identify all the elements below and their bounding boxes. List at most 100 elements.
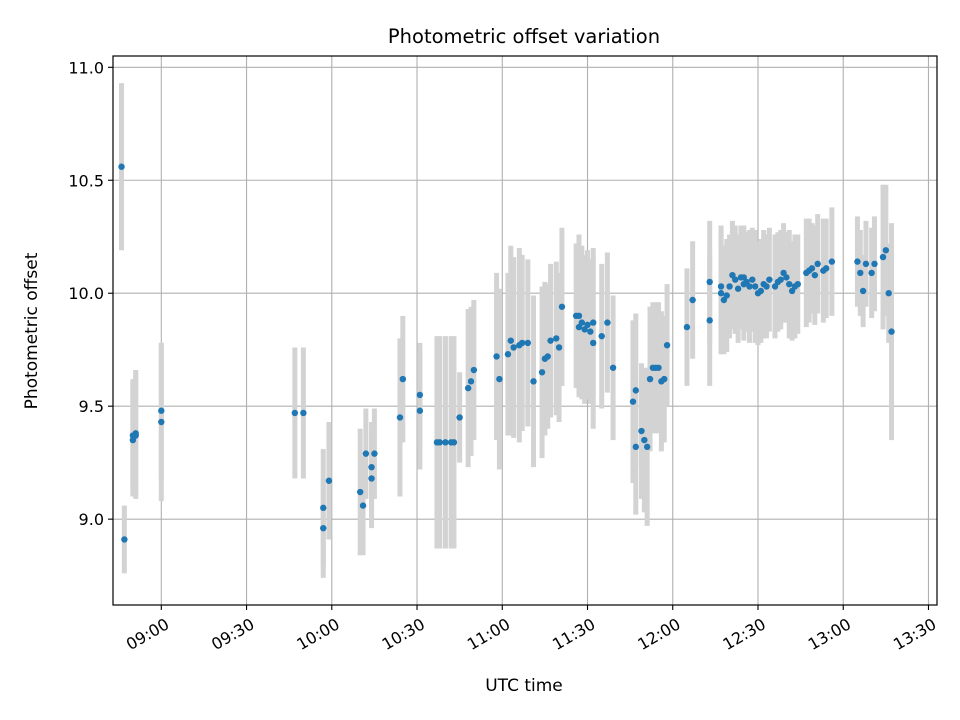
data-point	[538, 369, 546, 376]
data-point	[814, 260, 821, 268]
x-tick-label: 13:00	[805, 614, 854, 654]
data-point	[547, 337, 554, 344]
data-point	[794, 280, 801, 288]
data-point	[663, 341, 671, 349]
grid-lines	[113, 56, 937, 605]
data-point	[530, 378, 537, 385]
data-point	[118, 163, 125, 170]
x-tick-label: 09:30	[208, 614, 257, 654]
data-point	[828, 258, 836, 265]
data-point	[717, 283, 725, 290]
data-point	[396, 414, 404, 421]
x-tick-label: 10:30	[379, 614, 428, 654]
data-point	[584, 321, 591, 329]
data-point	[717, 290, 725, 297]
y-tick-label: 10.5	[68, 171, 104, 190]
y-axis-ticks: 9.0 9.5 10.0 10.5 11.0	[68, 58, 113, 529]
data-point	[300, 409, 307, 417]
data-point	[598, 332, 605, 340]
data-point	[544, 353, 551, 360]
data-point	[655, 364, 662, 371]
data-point	[706, 278, 713, 286]
data-point	[854, 258, 861, 265]
data-point	[578, 319, 586, 326]
data-point	[646, 375, 654, 383]
x-tick-label: 09:00	[123, 614, 172, 654]
data-point	[320, 504, 327, 512]
data-point	[871, 260, 878, 268]
x-axis-title: UTC time	[485, 676, 563, 696]
x-tick-label: 13:30	[890, 614, 939, 654]
data-point	[822, 265, 830, 272]
plot-frame	[112, 55, 938, 606]
data-point	[629, 398, 637, 405]
data-point	[746, 283, 753, 290]
data-point	[320, 524, 327, 532]
data-point	[734, 285, 742, 292]
data-point	[575, 312, 583, 320]
data-point	[558, 303, 566, 310]
data-point	[777, 276, 784, 283]
data-point	[357, 488, 364, 496]
data-point	[507, 337, 514, 344]
data-point	[885, 290, 892, 297]
data-point	[638, 427, 645, 435]
data-point	[121, 536, 128, 543]
data-point	[510, 344, 517, 351]
data-point	[786, 280, 793, 288]
data-point	[882, 247, 890, 254]
data-point	[766, 276, 773, 283]
data-point	[359, 502, 367, 509]
data-point	[456, 414, 463, 421]
y-tick-label: 9.0	[79, 510, 104, 529]
data-point	[368, 475, 375, 482]
data-point	[609, 364, 617, 371]
error-bars	[119, 83, 895, 578]
data-point	[524, 339, 532, 347]
data-point	[518, 339, 526, 347]
data-point	[496, 375, 503, 383]
data-point	[399, 375, 407, 383]
data-point	[868, 269, 875, 277]
data-point	[362, 450, 370, 457]
x-tick-label: 10:00	[293, 614, 342, 654]
data-point	[589, 319, 597, 326]
y-axis-title: Photometric offset	[22, 252, 42, 409]
data-point	[464, 384, 472, 392]
data-points	[118, 163, 895, 543]
data-point	[368, 463, 375, 471]
x-tick-label: 12:00	[634, 614, 683, 654]
data-point	[661, 375, 668, 383]
data-point	[751, 283, 759, 290]
data-point	[879, 253, 887, 261]
data-point	[723, 292, 730, 299]
data-point	[553, 335, 560, 342]
data-point	[632, 443, 640, 451]
data-point	[436, 439, 443, 446]
data-point	[689, 296, 696, 304]
data-point	[158, 407, 165, 414]
data-point	[632, 387, 640, 394]
y-tick-label: 11.0	[68, 58, 104, 77]
data-point	[641, 436, 648, 444]
data-point	[604, 319, 611, 326]
data-point	[325, 477, 333, 484]
data-point	[467, 378, 475, 385]
data-point	[643, 443, 651, 451]
data-point	[371, 450, 378, 457]
data-point	[857, 269, 864, 277]
data-point	[450, 439, 458, 446]
data-point	[587, 328, 594, 335]
data-point	[416, 407, 424, 414]
data-point	[493, 353, 500, 360]
data-point	[442, 439, 449, 446]
data-point	[470, 366, 478, 374]
data-point	[291, 409, 299, 417]
data-point	[763, 283, 770, 290]
data-point	[132, 432, 139, 439]
x-tick-label: 11:30	[549, 614, 598, 654]
data-point	[888, 328, 895, 335]
data-point	[862, 260, 870, 268]
data-point	[589, 339, 597, 347]
